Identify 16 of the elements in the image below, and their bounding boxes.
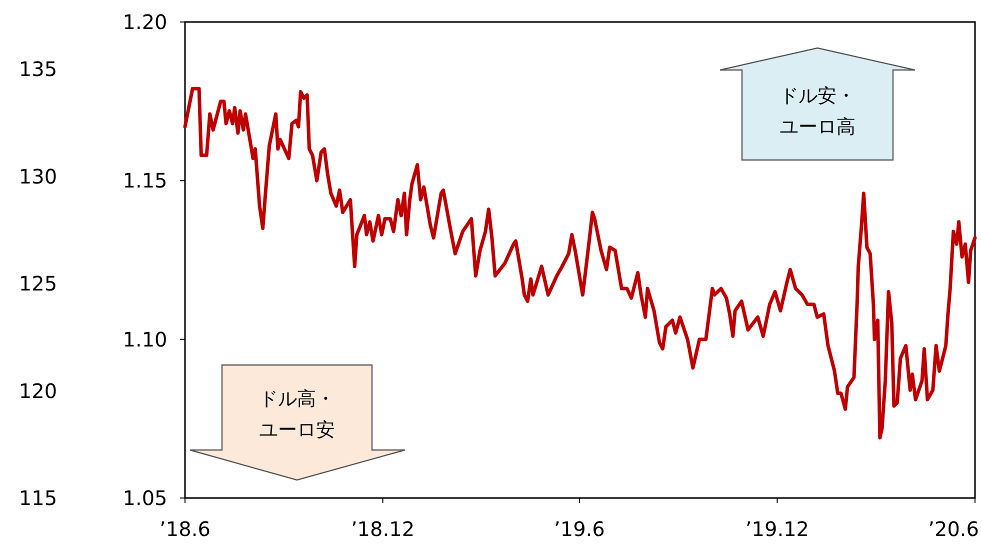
x-tick-label: ’19.6: [554, 517, 605, 541]
x-tick-label: ’19.12: [745, 517, 810, 541]
y-tick-label: 1.10: [122, 327, 168, 352]
annotation: ドル安・ユーロ高: [780, 85, 856, 138]
y2-tick-label: 135: [18, 57, 58, 82]
y2-tick-label: 130: [18, 164, 58, 188]
x-tick-label: ’18.6: [160, 517, 210, 541]
annotation: ドル高・ユーロ安: [259, 388, 335, 441]
y-tick-label: 1.05: [122, 486, 168, 510]
y-tick-label: 1.15: [122, 168, 168, 193]
x-tick-label: ’18.12: [350, 517, 415, 541]
y2-tick-label: 125: [18, 272, 58, 296]
y2-tick-label: 120: [18, 378, 58, 403]
x-tick-label: ’20.6: [928, 517, 979, 541]
y-tick-label: 1.20: [122, 10, 168, 34]
y2-tick-label: 115: [18, 486, 58, 510]
